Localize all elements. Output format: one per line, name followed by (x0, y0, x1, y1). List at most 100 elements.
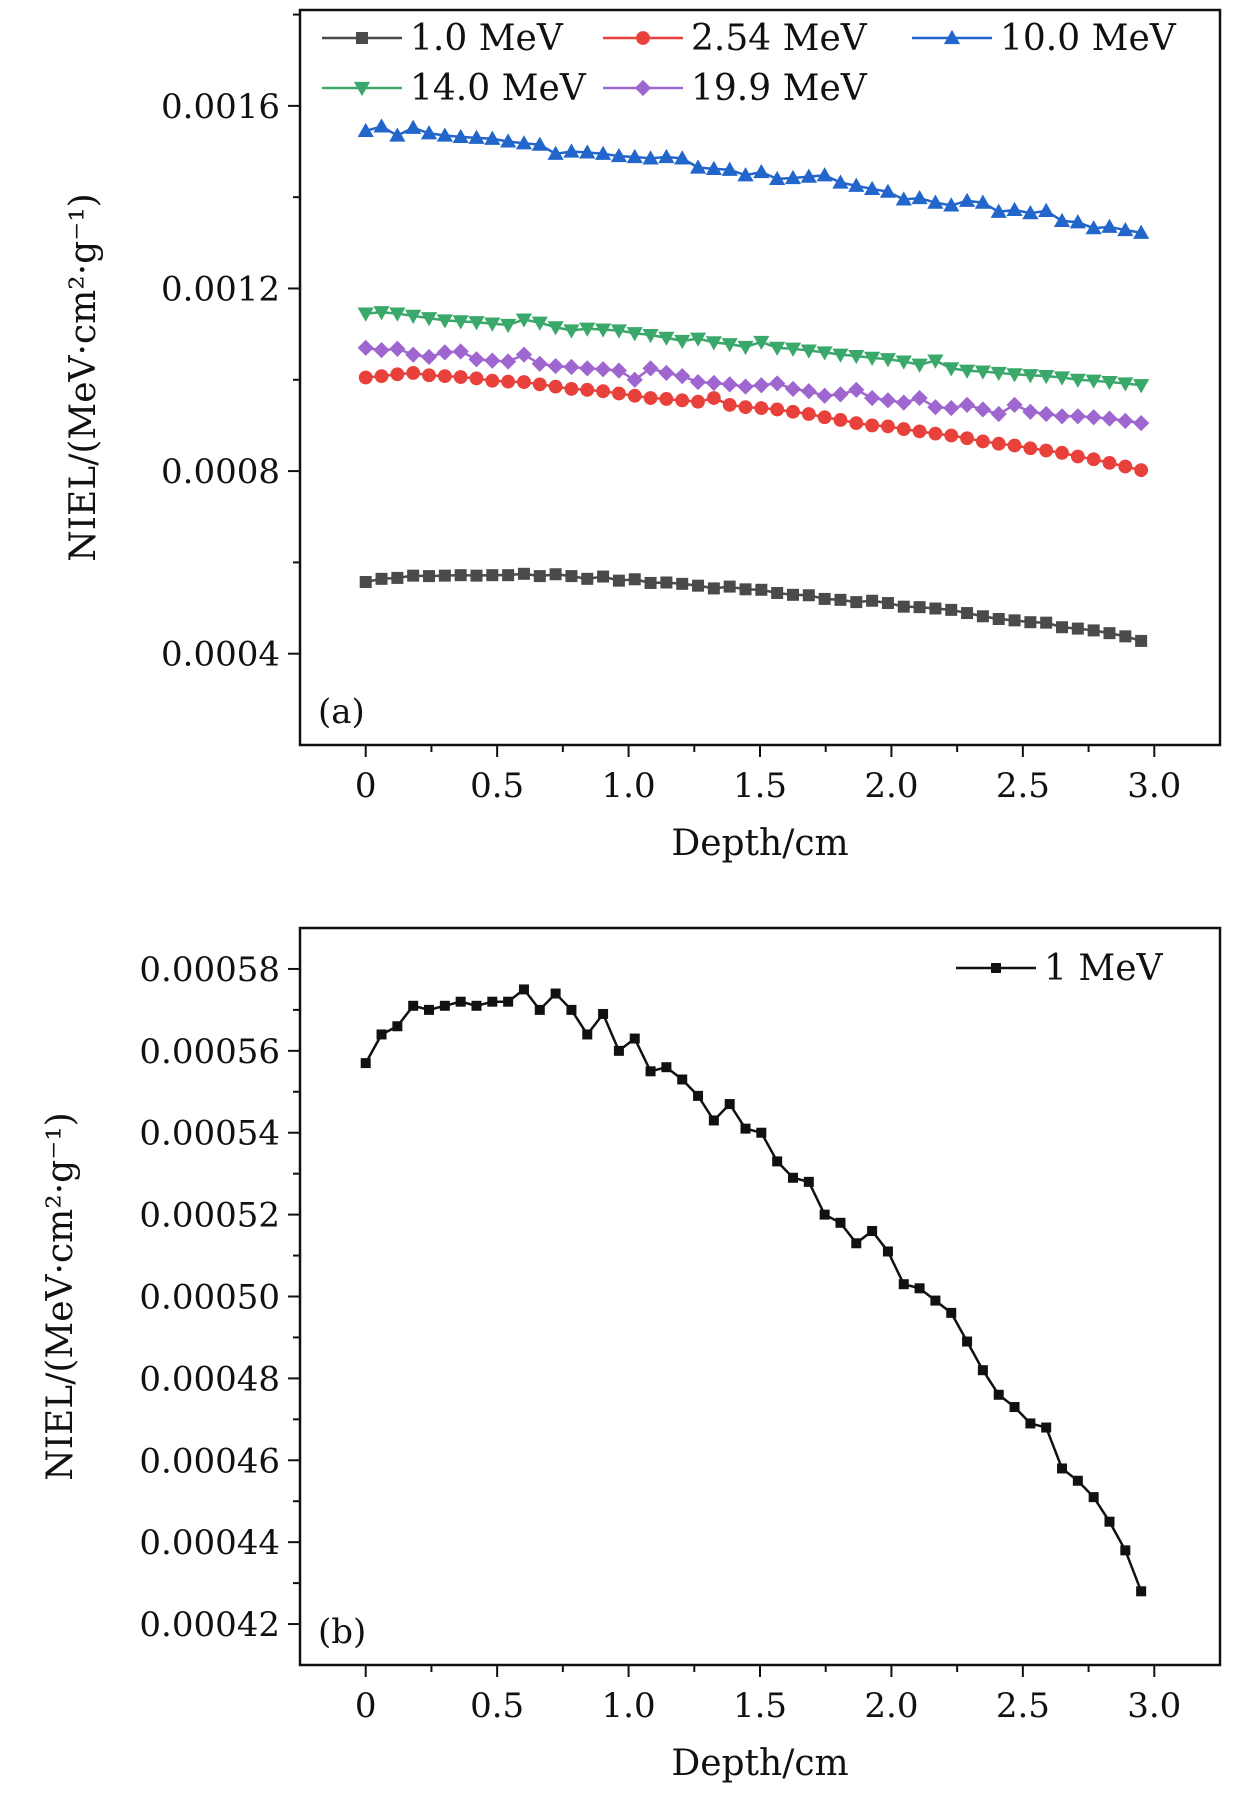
data-point (373, 306, 390, 321)
data-point (865, 418, 880, 433)
y-tick-label: 0.00056 (139, 1032, 280, 1072)
y-tick-label: 0.0016 (161, 87, 280, 127)
data-point (357, 122, 374, 138)
data-point (515, 346, 533, 363)
data-point (960, 431, 974, 446)
data-point (911, 358, 928, 373)
data-point (502, 569, 515, 582)
data-point (849, 416, 864, 431)
data-point (579, 322, 596, 337)
data-point (579, 144, 596, 159)
data-point (676, 577, 689, 590)
data-point (594, 323, 612, 338)
data-point (801, 407, 816, 421)
data-point (1038, 405, 1055, 423)
data-point (658, 331, 675, 346)
series-10-0-mev (357, 118, 1150, 239)
legend-label: 1 MeV (1044, 948, 1164, 989)
data-point (803, 1176, 814, 1187)
data-point (376, 1029, 387, 1040)
data-point (1069, 214, 1086, 229)
data-point (992, 613, 1005, 625)
data-point (424, 1004, 435, 1015)
data-point (851, 1238, 862, 1249)
data-point (1120, 1545, 1131, 1556)
data-point (691, 394, 705, 409)
data-point (769, 375, 786, 392)
data-point (911, 189, 928, 205)
data-point (800, 344, 817, 359)
data-point (756, 1127, 767, 1138)
data-point (1006, 368, 1023, 383)
data-point (832, 348, 849, 363)
data-point (689, 332, 707, 347)
y-tick-label: 0.0012 (161, 269, 280, 309)
data-point (674, 334, 691, 350)
y-axis-title: NIEL/(MeV·cm²·g⁻¹) (40, 1112, 81, 1480)
data-point (375, 572, 388, 585)
data-point (357, 339, 374, 356)
data-point (677, 1074, 688, 1085)
series-19-9-mev (357, 339, 1150, 432)
legend-item: 1 MeV (956, 948, 1164, 989)
data-point (486, 569, 499, 582)
data-point (468, 129, 485, 144)
data-point (832, 174, 849, 189)
data-point (1022, 205, 1039, 220)
chart-panel-a: 0 0.5 1.0 1.5 2.0 2.5 3.0 0.0004 0.0008 0.0012 0.0… (63, 8, 1222, 864)
data-point (470, 569, 483, 582)
legend-label: 2.54 MeV (691, 18, 868, 59)
data-point (706, 391, 721, 405)
data-point (835, 1217, 846, 1228)
data-point (1133, 224, 1150, 239)
series-2-54-mev (358, 366, 1149, 478)
data-point (990, 405, 1007, 423)
data-point (832, 386, 849, 403)
y-tick-label: 0.0008 (161, 452, 280, 492)
x-tick-label: 1.0 (602, 766, 656, 806)
data-point (389, 127, 406, 142)
data-point (547, 321, 564, 336)
data-point (1023, 441, 1038, 456)
data-point (769, 170, 786, 185)
data-point (597, 570, 610, 583)
data-point (895, 394, 912, 411)
data-point (1038, 202, 1055, 217)
data-point (1085, 374, 1102, 389)
data-point (453, 370, 468, 384)
data-point (582, 1029, 593, 1040)
data-point (661, 1062, 672, 1073)
data-point (390, 367, 405, 382)
data-point (533, 570, 546, 583)
legend-marker (634, 79, 652, 97)
data-point (422, 368, 436, 383)
data-point (975, 434, 990, 449)
data-point (1134, 463, 1149, 478)
data-point (786, 588, 799, 601)
data-point (1119, 630, 1132, 643)
data-point (772, 1156, 783, 1167)
data-point (487, 996, 498, 1007)
data-point (895, 355, 912, 370)
series-1-mev (360, 984, 1147, 1597)
legend-label: 10.0 MeV (1000, 18, 1177, 59)
data-point (692, 579, 705, 592)
legend-marker (991, 963, 1001, 973)
data-point (1006, 396, 1023, 413)
data-point (645, 1066, 656, 1077)
data-point (864, 180, 881, 196)
data-point (531, 316, 548, 331)
data-point (817, 410, 832, 425)
data-point (753, 163, 770, 179)
data-point (407, 569, 420, 582)
data-point (436, 127, 453, 142)
data-point (927, 194, 944, 209)
data-point (1103, 627, 1116, 640)
data-point (360, 1058, 371, 1069)
data-point (864, 389, 881, 407)
data-point (800, 383, 817, 400)
data-point (755, 583, 768, 596)
data-point (1136, 1586, 1147, 1597)
x-axis-title: Depth/cm (671, 1743, 848, 1784)
data-point (405, 309, 422, 324)
